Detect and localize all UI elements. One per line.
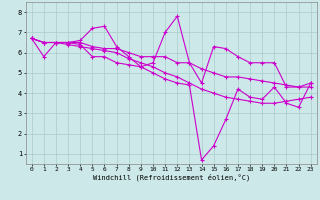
X-axis label: Windchill (Refroidissement éolien,°C): Windchill (Refroidissement éolien,°C) [92,174,250,181]
